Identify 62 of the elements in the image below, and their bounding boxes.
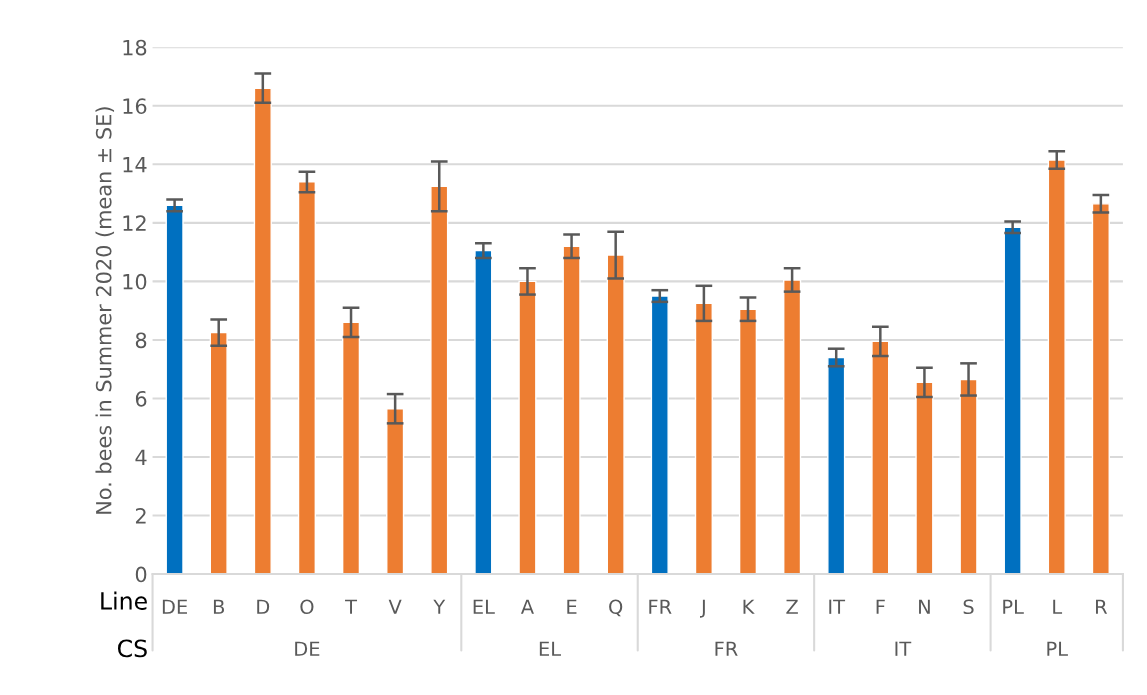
x-tick-label: O [300, 599, 314, 615]
bar [694, 302, 713, 575]
x-tick-label: EL [473, 599, 495, 614]
y-tick-label: 18 [123, 39, 147, 56]
x-tick-label: V [388, 599, 402, 614]
y-tick-label: 8 [135, 332, 147, 349]
y-tick-label: 2 [135, 507, 146, 524]
bar [253, 87, 272, 575]
bar [209, 331, 228, 575]
bar [650, 295, 669, 575]
bar [1091, 203, 1110, 575]
x-tick-label: D [257, 599, 270, 614]
y-axis-title: No. bees in Summer 2020 (mean ± SE) [95, 107, 115, 514]
x-tick-label: E [567, 599, 577, 614]
text: EL [539, 641, 561, 656]
y-tick-label: 12 [123, 215, 146, 231]
text: IT [895, 641, 912, 656]
x-tick-label: S [963, 599, 974, 615]
x-tick-label: FR [649, 599, 672, 614]
bar [474, 249, 493, 575]
y-tick-label: 16 [123, 98, 147, 115]
bar [959, 378, 978, 575]
x-tick-label: IT [829, 599, 846, 614]
y-tick-label: 4 [135, 449, 147, 465]
bar [341, 321, 361, 575]
bar [386, 408, 405, 575]
x-tick-label: DE [162, 599, 187, 614]
x-tick-label: J [700, 599, 705, 618]
bar [518, 280, 537, 575]
x-tick-label: B [213, 599, 225, 614]
bar [738, 308, 758, 575]
bar [430, 185, 449, 575]
bar [606, 254, 625, 575]
bar [297, 181, 317, 575]
x-tick-label: K [743, 599, 755, 614]
bar [1047, 159, 1066, 575]
bar [871, 340, 890, 575]
y-tick-label: 0 [135, 566, 147, 583]
x-tick-label: F [876, 599, 885, 614]
x-tick-label: Y [433, 599, 446, 614]
text: CS [117, 639, 147, 658]
x-tick-label: Q [609, 599, 623, 617]
bar [915, 381, 934, 575]
y-tick-label: 14 [123, 157, 147, 173]
x-tick-label: L [1053, 599, 1063, 614]
bar [1003, 226, 1022, 575]
text: DE [295, 641, 320, 656]
x-tick-label: PL [1003, 599, 1024, 614]
x-tick-label: T [345, 599, 358, 614]
text: PL [1047, 641, 1068, 656]
x-tick-label: R [1096, 599, 1108, 614]
text: FR [715, 641, 738, 656]
x-tick-label: A [520, 599, 534, 614]
y-tick-label: 6 [135, 390, 147, 407]
bar [562, 245, 581, 575]
x-tick-label: N [919, 599, 930, 614]
bar [827, 356, 846, 575]
x-tick-label: Z [786, 599, 798, 614]
y-tick-label: 10 [123, 273, 147, 290]
bar [165, 204, 184, 575]
bar [783, 279, 802, 575]
text: Line [101, 591, 147, 610]
